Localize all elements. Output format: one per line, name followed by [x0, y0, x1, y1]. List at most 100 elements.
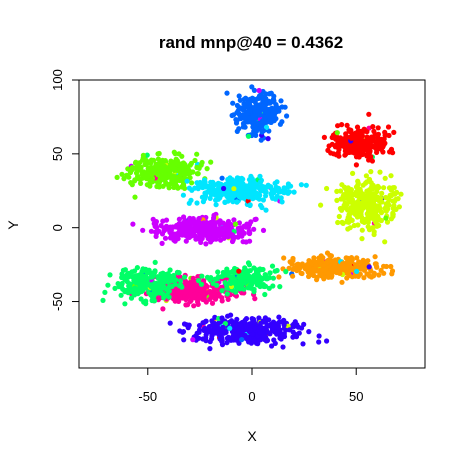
- data-point: [370, 135, 376, 141]
- data-point: [165, 289, 172, 295]
- data-point: [188, 197, 194, 203]
- data-point: [264, 327, 270, 334]
- data-point: [324, 338, 330, 344]
- data-point: [389, 271, 395, 277]
- data-point: [185, 287, 191, 293]
- data-point: [386, 132, 392, 139]
- data-point: [381, 263, 387, 269]
- data-point: [233, 120, 240, 126]
- data-point: [236, 328, 242, 334]
- data-point: [391, 191, 397, 197]
- data-point: [153, 233, 159, 239]
- data-point: [241, 96, 247, 102]
- data-point: [390, 211, 396, 217]
- data-point: [338, 188, 344, 194]
- data-point: [275, 185, 282, 191]
- data-point: [150, 295, 156, 301]
- data-point: [160, 218, 166, 224]
- data-point: [186, 185, 192, 191]
- data-point: [267, 270, 273, 276]
- data-point: [257, 112, 263, 118]
- data-point: [385, 124, 392, 130]
- x-axis-label: X: [247, 428, 257, 444]
- data-point: [133, 280, 139, 286]
- data-point: [365, 138, 371, 145]
- data-point: [354, 268, 360, 274]
- data-point: [286, 327, 293, 333]
- data-point: [150, 167, 156, 173]
- data-point: [251, 87, 257, 93]
- data-point: [160, 176, 166, 182]
- data-point: [144, 152, 150, 158]
- data-point: [174, 269, 180, 275]
- x-axis: -50 0 50: [138, 367, 363, 404]
- data-point: [344, 275, 350, 281]
- data-point: [231, 217, 237, 223]
- data-point: [219, 225, 225, 231]
- data-point: [225, 221, 231, 228]
- data-point: [250, 113, 256, 119]
- data-point: [138, 281, 144, 287]
- data-point: [212, 276, 218, 282]
- data-point: [239, 183, 245, 189]
- data-point: [205, 233, 212, 239]
- y-axis: -50 0 50 100: [50, 69, 80, 311]
- data-point: [273, 102, 279, 108]
- data-point: [172, 179, 178, 186]
- data-point: [298, 270, 304, 276]
- data-point: [159, 240, 165, 246]
- data-point: [366, 194, 372, 200]
- data-point: [278, 98, 284, 104]
- data-point: [359, 151, 365, 158]
- data-point: [203, 335, 209, 341]
- data-point: [202, 196, 208, 202]
- data-point: [228, 318, 235, 324]
- data-point: [316, 333, 322, 339]
- data-point: [246, 119, 252, 125]
- data-point: [251, 338, 257, 344]
- data-point: [140, 227, 146, 233]
- data-point: [144, 158, 150, 164]
- data-point: [391, 185, 397, 191]
- data-point: [242, 124, 248, 130]
- data-point: [241, 286, 247, 292]
- data-point: [277, 284, 283, 290]
- data-point: [242, 332, 248, 338]
- data-point: [361, 275, 367, 281]
- data-point: [336, 153, 342, 159]
- data-point: [181, 337, 187, 343]
- data-point: [303, 182, 309, 188]
- data-point: [251, 126, 257, 132]
- data-point: [283, 327, 289, 333]
- data-point: [181, 321, 188, 327]
- data-point: [221, 235, 227, 241]
- data-point: [212, 221, 218, 227]
- data-point: [299, 261, 305, 267]
- data-point: [324, 185, 330, 192]
- data-point: [258, 137, 264, 143]
- data-point: [155, 151, 161, 157]
- data-point: [220, 324, 226, 330]
- data-point: [146, 267, 152, 273]
- data-point: [184, 178, 190, 184]
- data-point: [260, 128, 267, 134]
- data-point: [187, 215, 193, 221]
- data-point: [279, 104, 285, 110]
- data-point: [262, 184, 268, 190]
- data-point: [152, 268, 158, 274]
- data-point: [339, 207, 345, 213]
- data-point: [332, 262, 338, 268]
- data-point: [118, 292, 124, 298]
- data-point: [371, 231, 377, 238]
- data-point: [375, 125, 381, 131]
- data-point: [183, 302, 189, 308]
- data-point: [262, 272, 268, 278]
- data-point: [161, 163, 167, 169]
- data-point: [229, 177, 235, 183]
- data-point: [286, 265, 292, 271]
- data-point: [348, 135, 355, 141]
- data-point: [301, 321, 307, 327]
- data-point: [257, 325, 263, 331]
- data-point: [284, 113, 290, 119]
- data-point: [290, 273, 296, 279]
